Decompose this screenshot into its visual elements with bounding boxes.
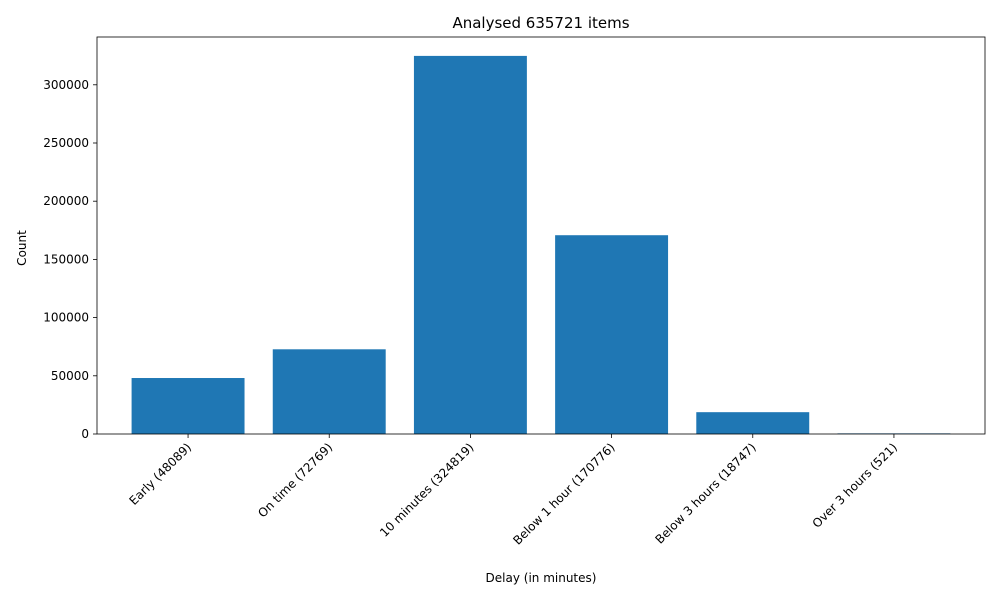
- y-tick-label-1: 50000: [51, 369, 89, 383]
- x-tick-label-0: Early (48089): [127, 440, 195, 508]
- y-tick-label-2: 100000: [43, 311, 89, 325]
- y-tick-label-0: 0: [81, 427, 89, 441]
- bar-0: [131, 378, 245, 434]
- y-axis-label: Count: [15, 230, 29, 266]
- x-tick-label-2: 10 minutes (324819): [377, 440, 476, 539]
- x-axis-label: Delay (in minutes): [486, 571, 597, 585]
- y-tick-label-5: 250000: [43, 136, 89, 150]
- x-tick-label-3: Below 1 hour (170776): [510, 440, 617, 547]
- bar-1: [272, 349, 386, 434]
- x-tick-label-5: Over 3 hours (521): [810, 440, 900, 530]
- chart-title: Analysed 635721 items: [452, 14, 629, 32]
- bar-2: [413, 55, 527, 435]
- x-tick-label-1: On time (72769): [255, 440, 335, 520]
- y-tick-label-6: 300000: [43, 78, 89, 92]
- y-tick-label-4: 200000: [43, 194, 89, 208]
- plot-frame: [96, 36, 986, 435]
- y-tick-label-3: 150000: [43, 252, 89, 266]
- x-tick-label-4: Below 3 hours (18747): [652, 440, 758, 546]
- bar-4: [696, 412, 810, 434]
- bar-3: [555, 235, 669, 434]
- bars-layer: [131, 55, 951, 435]
